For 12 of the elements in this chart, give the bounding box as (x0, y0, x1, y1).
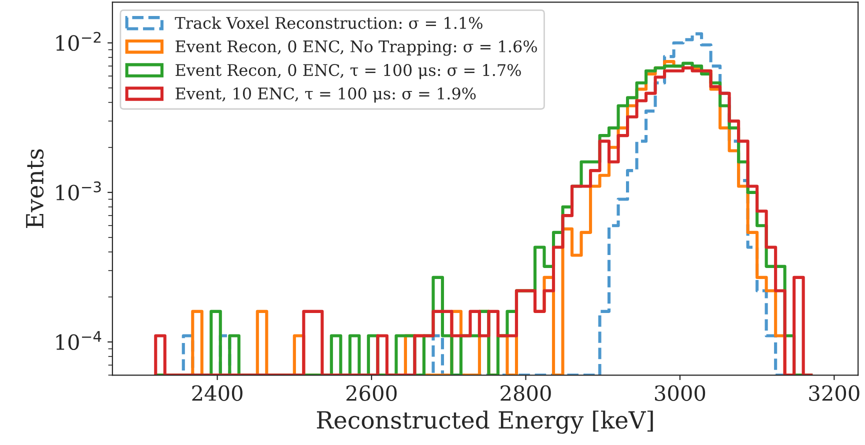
y-tick-label: 10$^{−4}$ (56, 331, 102, 350)
x-tick-label: 2800 (500, 385, 551, 401)
y-tick-label: 10$^{−2}$ (56, 32, 101, 51)
legend-label: Track Voxel Reconstruction: σ = 1.1% (174, 16, 482, 29)
legend-label: Event Recon, 0 ENC, No Trapping: σ = 1.6% (176, 40, 537, 56)
y-axis-title: Events (26, 149, 44, 228)
x-axis-title: Reconstructed Energy [keV] (316, 410, 653, 434)
x-tick-label: 2400 (192, 385, 242, 401)
x-tick-label: 3000 (655, 385, 706, 401)
x-tick-label: 2600 (346, 385, 397, 401)
x-tick-label: 3200 (809, 385, 860, 401)
y-tick-label: 10$^{−3}$ (56, 181, 101, 200)
